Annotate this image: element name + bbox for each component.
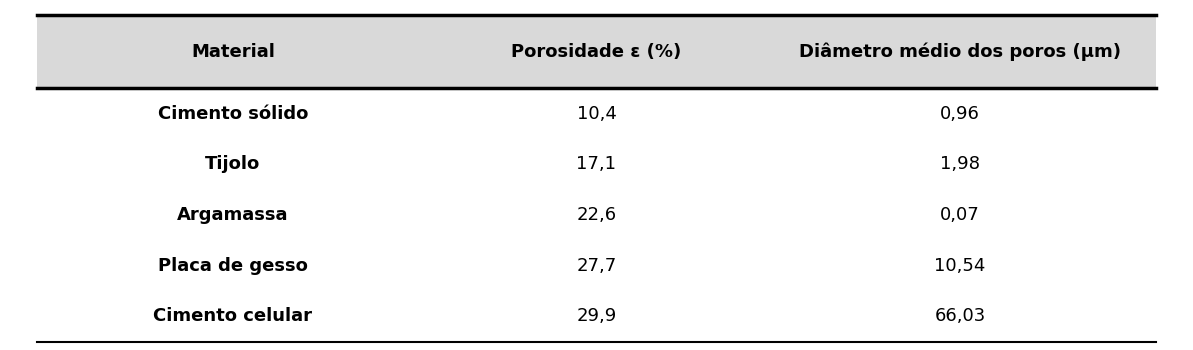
Text: Diâmetro médio dos poros (μm): Diâmetro médio dos poros (μm) <box>799 42 1121 61</box>
Text: Cimento sólido: Cimento sólido <box>157 105 308 122</box>
Text: 29,9: 29,9 <box>576 307 617 325</box>
Text: 10,54: 10,54 <box>934 257 985 275</box>
Text: Material: Material <box>191 43 274 61</box>
Text: 1,98: 1,98 <box>940 155 981 173</box>
Bar <box>37 15 1156 88</box>
Text: Argamassa: Argamassa <box>177 206 289 224</box>
Text: 0,07: 0,07 <box>940 206 979 224</box>
Text: 0,96: 0,96 <box>940 105 981 122</box>
Text: Placa de gesso: Placa de gesso <box>157 257 308 275</box>
Text: 66,03: 66,03 <box>934 307 985 325</box>
Text: Porosidade ε (%): Porosidade ε (%) <box>512 43 681 61</box>
Text: Cimento celular: Cimento celular <box>154 307 313 325</box>
Text: Tijolo: Tijolo <box>205 155 260 173</box>
Text: 22,6: 22,6 <box>576 206 617 224</box>
Text: 17,1: 17,1 <box>576 155 617 173</box>
Text: 27,7: 27,7 <box>576 257 617 275</box>
Text: 10,4: 10,4 <box>576 105 617 122</box>
